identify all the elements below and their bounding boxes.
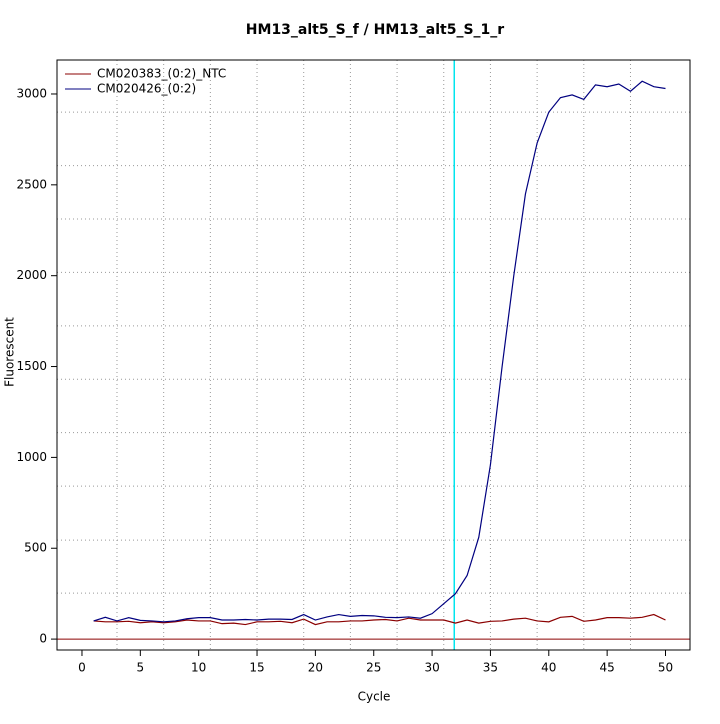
x-tick-label: 35: [483, 661, 498, 675]
series-line: [93, 613, 666, 626]
x-tick-label: 25: [366, 661, 381, 675]
legend-label: CM020383_(0:2)_NTC: [97, 67, 226, 81]
x-tick-label: 50: [658, 661, 673, 675]
chart-title: HM13_alt5_S_f / HM13_alt5_S_1_r: [246, 22, 504, 38]
x-tick-label: 45: [599, 661, 614, 675]
y-tick-label: 3000: [16, 86, 47, 100]
y-tick-label: 2000: [16, 268, 47, 282]
y-tick-label: 0: [39, 632, 47, 646]
x-tick-label: 0: [78, 661, 86, 675]
x-tick-label: 40: [541, 661, 556, 675]
y-tick-label: 2500: [16, 177, 47, 191]
legend-label: CM020426_(0:2): [97, 82, 196, 96]
y-axis-label: Fluorescent: [3, 317, 17, 387]
x-tick-label: 15: [249, 661, 264, 675]
x-tick-label: 10: [191, 661, 206, 675]
x-tick-label: 20: [308, 661, 323, 675]
y-tick-label: 1500: [16, 359, 47, 373]
y-tick-label: 500: [24, 541, 47, 555]
series-line: [93, 80, 666, 623]
x-axis-label: Cycle: [358, 690, 391, 704]
plot-frame: [56, 59, 691, 651]
x-tick-label: 30: [424, 661, 439, 675]
y-tick-label: 1000: [16, 450, 47, 464]
x-tick-label: 5: [137, 661, 145, 675]
